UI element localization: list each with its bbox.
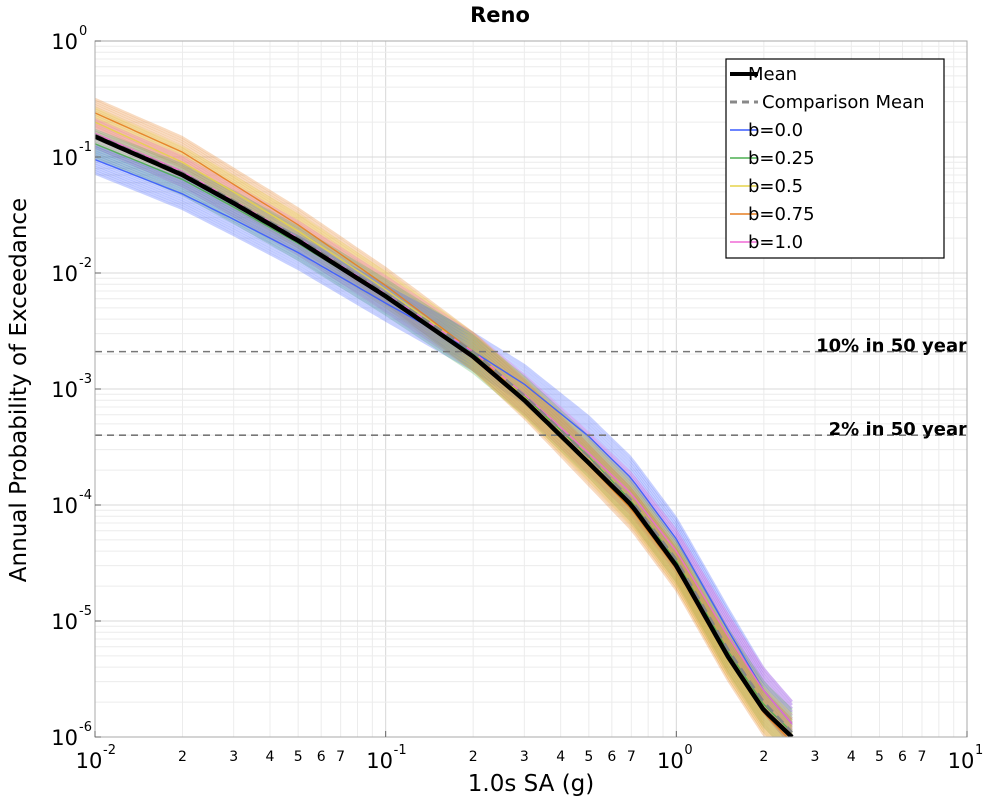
x-minor-tick-label: 7: [336, 749, 345, 765]
y-tick-label: 10: [51, 610, 78, 634]
branch-curve: [95, 107, 793, 716]
legend-label: Mean: [748, 64, 797, 85]
branch-curve: [95, 128, 793, 720]
x-axis-label: 1.0s SA (g): [468, 771, 595, 797]
x-minor-tick-label: 3: [520, 749, 529, 765]
legend-box: [725, 58, 945, 259]
branch-curve: [95, 122, 793, 710]
y-tick-exponent: -5: [79, 604, 92, 619]
x-minor-tick-label: 4: [847, 749, 856, 765]
branch-curve: [95, 125, 768, 737]
y-tick-exponent: 0: [79, 24, 87, 39]
x-minor-tick-label: 2: [469, 749, 478, 765]
x-minor-tick-label: 3: [811, 749, 820, 765]
y-tick-label: 10: [51, 726, 78, 750]
branch-curve: [95, 120, 793, 706]
branch-curve: [95, 150, 793, 713]
branch-curve: [95, 135, 793, 722]
series-line-mean: [95, 134, 794, 737]
branch-curve: [95, 153, 793, 716]
branch-curve: [95, 102, 793, 728]
x-minor-tick-label: 6: [898, 749, 907, 765]
y-tick-label: 10: [51, 378, 78, 402]
reference-lines: 10% in 50 year 2% in 50 year: [95, 336, 967, 440]
x-axis-ticks: 10 -2 2 3 4 5 6 7 10 -1 2 3 4 5 6 7 10 0 2 3 4 5 6 7 10 1: [76, 731, 983, 773]
x-tick-label: 10: [76, 749, 103, 773]
branch-curve: [95, 115, 784, 737]
series-lines: [95, 133, 794, 737]
x-tick-exponent: -2: [103, 743, 116, 758]
x-minor-tick-label: 3: [229, 749, 238, 765]
y-tick-exponent: -1: [79, 140, 92, 155]
branch-curve: [95, 121, 774, 737]
legend: Mean Comparison Mean b=0.0 b=0.25 b=0.5 b=0.7…: [725, 58, 945, 259]
reference-line-label: 10% in 50 year: [816, 336, 967, 357]
branch-curve: [95, 161, 793, 730]
branch-curve: [95, 97, 793, 721]
chart-title: Reno: [470, 3, 530, 27]
x-tick-label: 10: [657, 749, 684, 773]
x-tick-exponent: -1: [394, 743, 407, 758]
x-minor-tick-label: 6: [607, 749, 616, 765]
x-minor-tick-label: 6: [317, 749, 326, 765]
branch-curve: [95, 163, 793, 734]
x-minor-tick-label: 5: [584, 749, 593, 765]
y-tick-exponent: -4: [79, 488, 92, 503]
branch-curve: [95, 146, 786, 737]
x-tick-label: 10: [366, 749, 393, 773]
x-minor-tick-label: 4: [266, 749, 275, 765]
branch-curve: [95, 126, 793, 716]
y-tick-label: 10: [51, 494, 78, 518]
branch-curve: [95, 150, 787, 737]
x-minor-tick-label: 4: [556, 749, 565, 765]
x-minor-tick-label: 2: [759, 749, 768, 765]
y-tick-label: 10: [51, 30, 78, 54]
x-minor-tick-label: 5: [875, 749, 884, 765]
branch-curve: [95, 118, 793, 703]
x-minor-tick-label: 7: [627, 749, 636, 765]
legend-label: b=0.75: [748, 204, 815, 225]
legend-label: Comparison Mean: [762, 92, 925, 113]
legend-label: b=0.25: [748, 148, 815, 169]
branch-curve: [95, 130, 793, 715]
legend-label: b=1.0: [748, 232, 803, 253]
branch-curve: [95, 168, 792, 737]
branch-curve: [95, 109, 793, 720]
y-tick-exponent: -2: [79, 256, 92, 271]
x-tick-exponent: 0: [684, 743, 692, 758]
y-tick-label: 10: [51, 146, 78, 170]
branch-curve: [95, 152, 783, 737]
y-tick-exponent: -3: [79, 372, 92, 387]
x-minor-tick-label: 7: [918, 749, 927, 765]
branch-curve: [95, 123, 771, 737]
branch-curve: [95, 170, 789, 737]
x-tick-exponent: 1: [975, 743, 983, 758]
reference-line-label: 2% in 50 year: [829, 419, 967, 440]
x-minor-tick-label: 2: [178, 749, 187, 765]
branch-curve: [95, 156, 777, 737]
grid-lines: [94, 41, 967, 738]
y-axis-label: Annual Probability of Exceedance: [6, 198, 32, 582]
y-tick-exponent: -6: [79, 720, 92, 735]
x-tick-label: 10: [948, 749, 975, 773]
branch-curve: [95, 132, 793, 718]
branch-curve: [95, 148, 793, 710]
y-tick-label: 10: [51, 262, 78, 286]
legend-label: b=0.5: [748, 176, 803, 197]
x-minor-tick-label: 5: [294, 749, 303, 765]
legend-label: b=0.0: [748, 120, 803, 141]
